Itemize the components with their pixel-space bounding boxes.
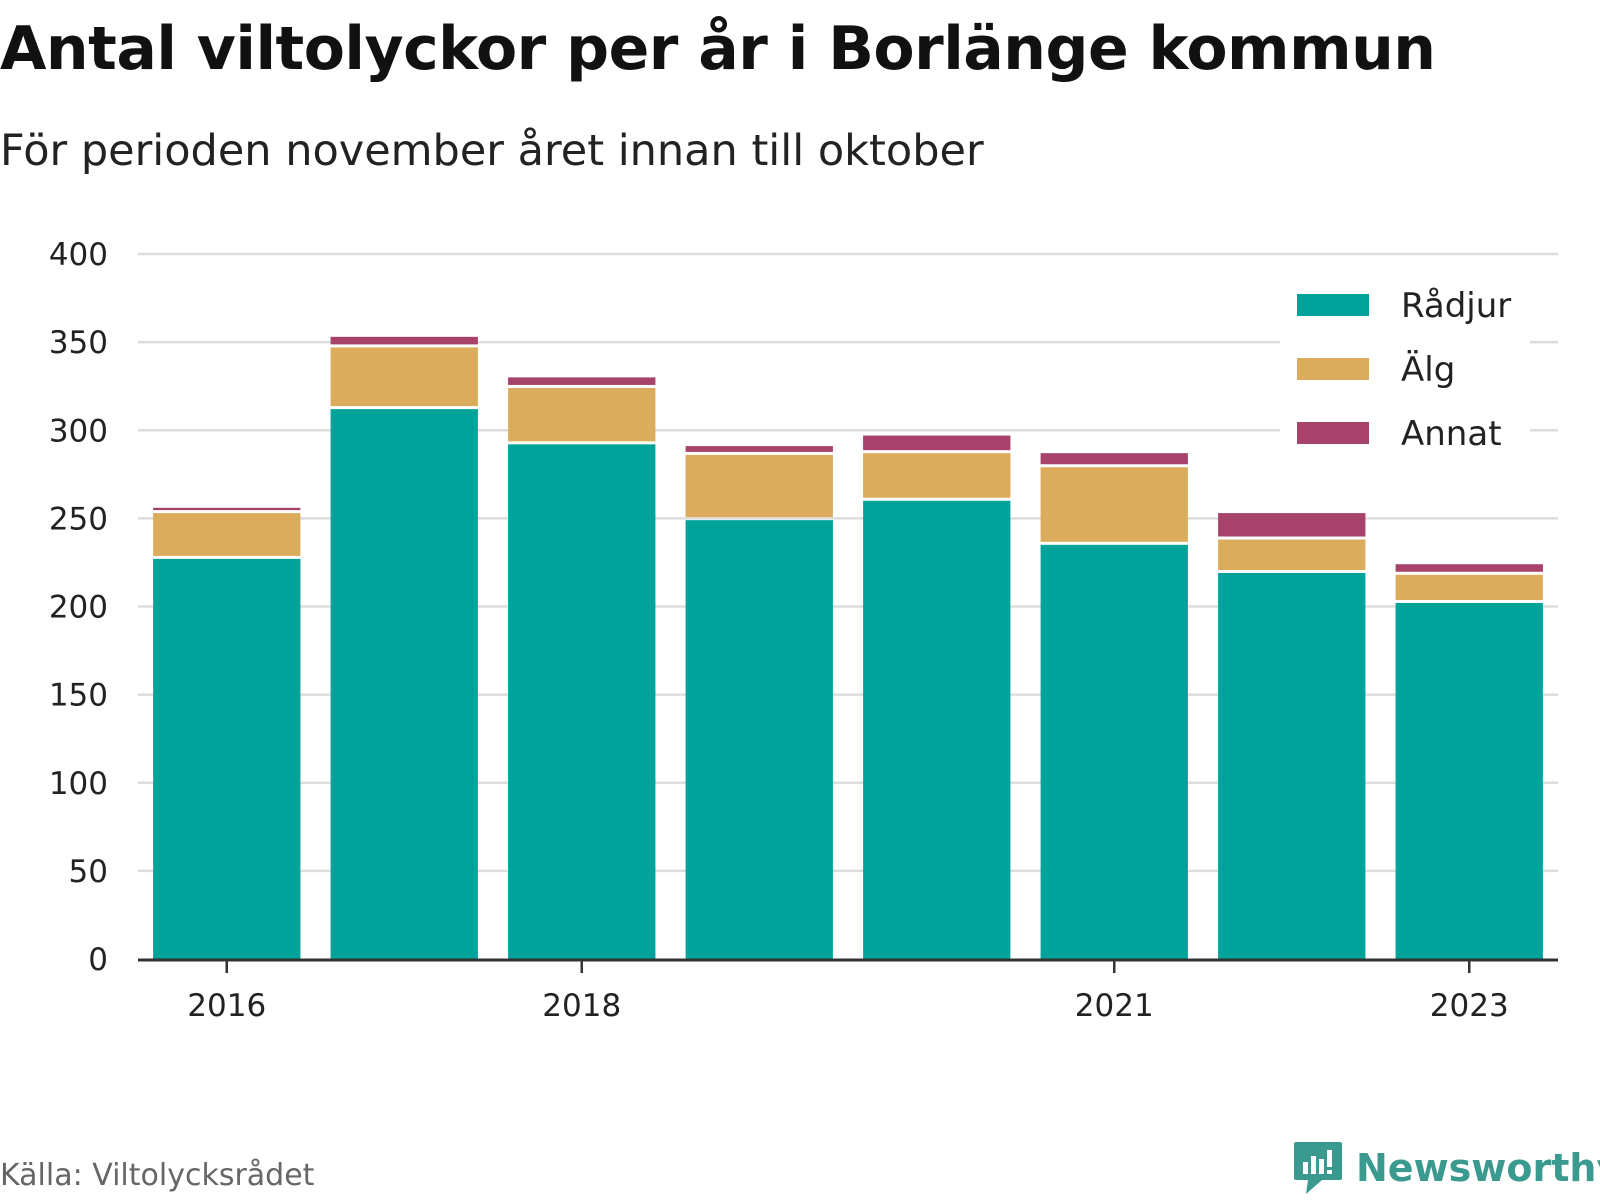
y-axis-ticks: 0 50 100 150 200 250 300 350 400 bbox=[49, 237, 108, 978]
y-tick-label: 150 bbox=[49, 678, 108, 714]
bar-segment-annat-2023 bbox=[1395, 564, 1543, 572]
legend-swatch-älg bbox=[1297, 358, 1369, 380]
bar-segment-rådjur-2019 bbox=[685, 520, 833, 959]
y-tick-label: 0 bbox=[88, 942, 108, 978]
bar-segment-rådjur-2020 bbox=[863, 500, 1011, 959]
bar-segment-rådjur-2017 bbox=[330, 409, 478, 960]
bar-segment-annat-2016 bbox=[153, 507, 301, 511]
x-tick-label: 2021 bbox=[1075, 988, 1154, 1024]
bar-segment-rådjur-2021 bbox=[1040, 544, 1188, 959]
x-tick-label: 2016 bbox=[187, 988, 266, 1024]
chart-subtitle: För perioden november året innan till ok… bbox=[0, 126, 984, 176]
bar-segment-älg-2016 bbox=[153, 513, 301, 556]
newsworthy-logo-icon bbox=[1294, 1142, 1342, 1194]
source-note: Källa: Viltolycksrådet bbox=[0, 1158, 315, 1193]
bar-segment-älg-2023 bbox=[1395, 574, 1543, 600]
y-tick-label: 200 bbox=[49, 590, 108, 626]
stacked-bar-chart: 0 50 100 150 200 250 300 350 400 2016 2018 2021 202… bbox=[49, 237, 1558, 1024]
bar-segment-rådjur-2018 bbox=[508, 444, 656, 960]
chart-title: Antal viltolyckor per år i Borlänge komm… bbox=[0, 14, 1436, 84]
y-tick-label: 100 bbox=[49, 766, 108, 802]
brand-name: Newsworthy bbox=[1356, 1146, 1600, 1190]
x-tick-label: 2018 bbox=[542, 988, 621, 1024]
legend-label: Rådjur bbox=[1401, 286, 1511, 326]
bar-segment-älg-2017 bbox=[330, 347, 478, 407]
bar-segment-annat-2018 bbox=[508, 377, 656, 385]
bar-segment-älg-2021 bbox=[1040, 467, 1188, 542]
x-tick-label: 2023 bbox=[1430, 988, 1509, 1024]
bar-segment-rådjur-2022 bbox=[1218, 573, 1366, 959]
bar-segment-rådjur-2016 bbox=[153, 558, 301, 959]
bars bbox=[153, 336, 1543, 960]
bar-segment-annat-2020 bbox=[863, 435, 1011, 451]
bar-segment-rådjur-2023 bbox=[1395, 602, 1543, 959]
legend-label: Annat bbox=[1401, 414, 1502, 454]
bar-segment-älg-2019 bbox=[685, 454, 833, 518]
x-axis: 2016 2018 2021 2023 bbox=[138, 958, 1558, 1024]
bar-segment-annat-2021 bbox=[1040, 453, 1188, 465]
y-tick-label: 250 bbox=[49, 501, 108, 537]
legend-swatch-rådjur bbox=[1297, 294, 1369, 316]
y-tick-label: 300 bbox=[49, 413, 108, 449]
y-tick-label: 350 bbox=[49, 325, 108, 361]
legend-swatch-annat bbox=[1297, 422, 1369, 444]
y-tick-label: 50 bbox=[69, 854, 108, 890]
bar-segment-annat-2017 bbox=[330, 336, 478, 345]
bar-segment-annat-2022 bbox=[1218, 513, 1366, 537]
bar-segment-älg-2022 bbox=[1218, 539, 1366, 571]
y-tick-label: 400 bbox=[49, 237, 108, 273]
bar-segment-älg-2020 bbox=[863, 453, 1011, 498]
bar-segment-älg-2018 bbox=[508, 387, 656, 442]
legend-label: Älg bbox=[1401, 350, 1455, 390]
legend: Rådjur Älg Annat bbox=[1280, 280, 1530, 454]
bar-segment-annat-2019 bbox=[685, 446, 833, 452]
brand-logo: Newsworthy bbox=[1292, 1140, 1600, 1196]
